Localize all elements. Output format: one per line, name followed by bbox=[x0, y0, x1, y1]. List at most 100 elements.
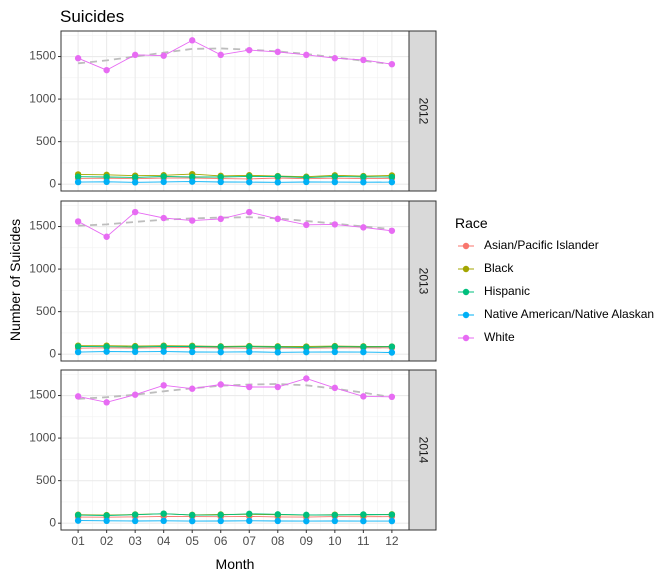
data-point bbox=[274, 511, 281, 518]
data-point bbox=[274, 349, 281, 356]
data-point bbox=[74, 393, 82, 400]
data-point bbox=[160, 348, 167, 355]
data-point bbox=[103, 517, 110, 525]
legend-title: Race bbox=[455, 215, 488, 231]
data-point bbox=[360, 56, 367, 64]
data-point bbox=[388, 349, 396, 356]
data-point bbox=[131, 348, 139, 356]
data-point bbox=[274, 215, 281, 223]
data-point bbox=[74, 55, 82, 62]
data-point bbox=[274, 383, 281, 391]
data-point bbox=[217, 215, 224, 223]
facet-strip-label: 2014 bbox=[416, 437, 430, 464]
data-point bbox=[131, 343, 139, 351]
data-point bbox=[246, 343, 253, 350]
data-point bbox=[331, 343, 339, 350]
data-point bbox=[360, 343, 367, 351]
x-axis-label: Month bbox=[216, 556, 255, 572]
series-line bbox=[78, 177, 392, 180]
data-point bbox=[74, 343, 82, 350]
legend-key-point bbox=[462, 265, 470, 273]
facet-strip bbox=[408, 30, 437, 192]
data-point bbox=[360, 511, 367, 518]
data-point bbox=[331, 221, 339, 228]
y-tick-label: 1500 bbox=[29, 219, 56, 233]
data-point bbox=[131, 208, 139, 216]
data-point bbox=[217, 178, 224, 186]
data-point bbox=[331, 517, 339, 525]
data-point bbox=[74, 218, 82, 225]
data-point bbox=[246, 510, 253, 518]
data-point bbox=[246, 517, 253, 525]
data-point bbox=[246, 348, 253, 356]
data-point bbox=[331, 511, 339, 519]
data-point bbox=[388, 60, 396, 68]
data-point bbox=[360, 517, 367, 525]
data-point bbox=[331, 55, 339, 62]
series-line bbox=[78, 173, 392, 178]
data-point bbox=[303, 178, 310, 186]
data-point bbox=[189, 217, 196, 224]
x-tick-label: 02 bbox=[100, 534, 114, 548]
legend-item: Hispanic bbox=[458, 284, 530, 298]
data-point bbox=[131, 391, 139, 398]
series-line bbox=[77, 39, 392, 71]
trend-line-2014 bbox=[78, 383, 393, 400]
data-point bbox=[103, 512, 110, 519]
x-tick-label: 07 bbox=[243, 534, 257, 548]
data-point bbox=[160, 173, 167, 180]
series-line bbox=[78, 378, 392, 403]
data-point bbox=[217, 517, 224, 525]
data-point bbox=[360, 179, 367, 186]
data-point bbox=[274, 173, 281, 180]
x-tick-label: 08 bbox=[271, 534, 285, 548]
data-point bbox=[331, 348, 339, 356]
data-point bbox=[388, 227, 396, 234]
data-point bbox=[303, 174, 310, 181]
data-point bbox=[246, 46, 253, 54]
legend-key-point bbox=[462, 311, 470, 319]
y-tick-label: 1000 bbox=[29, 261, 56, 275]
x-tick-label: 11 bbox=[357, 534, 370, 548]
data-point bbox=[388, 343, 396, 350]
data-point bbox=[103, 233, 110, 240]
facet-strip-label: 2013 bbox=[416, 268, 430, 295]
data-point bbox=[189, 37, 196, 44]
data-point bbox=[388, 173, 396, 181]
data-point bbox=[74, 511, 82, 519]
data-point bbox=[274, 517, 281, 525]
data-point bbox=[103, 348, 110, 355]
legend-key-point bbox=[462, 288, 470, 296]
data-point bbox=[331, 173, 339, 180]
data-point bbox=[131, 51, 139, 59]
data-point bbox=[388, 511, 396, 518]
y-tick-label: 0 bbox=[49, 176, 56, 190]
data-point bbox=[246, 208, 253, 216]
x-tick-label: 05 bbox=[186, 534, 200, 548]
x-tick-label: 10 bbox=[328, 534, 342, 548]
series-line bbox=[78, 181, 392, 183]
data-point bbox=[303, 511, 310, 519]
y-tick-label: 1500 bbox=[29, 388, 56, 402]
legend: Race Asian/Pacific Islander Black Hispanic… bbox=[455, 215, 654, 344]
facet-strip-label: 2012 bbox=[416, 98, 430, 125]
x-tick-label: 03 bbox=[128, 534, 142, 548]
data-point bbox=[303, 375, 310, 382]
data-point bbox=[189, 511, 196, 519]
data-point bbox=[217, 343, 224, 351]
data-point bbox=[360, 393, 367, 400]
data-point bbox=[103, 178, 110, 186]
data-point bbox=[189, 343, 196, 350]
data-point bbox=[189, 517, 196, 525]
x-tick-label: 12 bbox=[385, 534, 399, 548]
data-point bbox=[246, 383, 253, 391]
data-point bbox=[388, 393, 396, 401]
facet-strip bbox=[408, 200, 437, 362]
data-point bbox=[103, 66, 110, 74]
data-point bbox=[274, 48, 281, 56]
data-point bbox=[160, 52, 167, 59]
data-point bbox=[189, 178, 196, 185]
data-point bbox=[131, 174, 139, 181]
series-line bbox=[78, 515, 392, 518]
